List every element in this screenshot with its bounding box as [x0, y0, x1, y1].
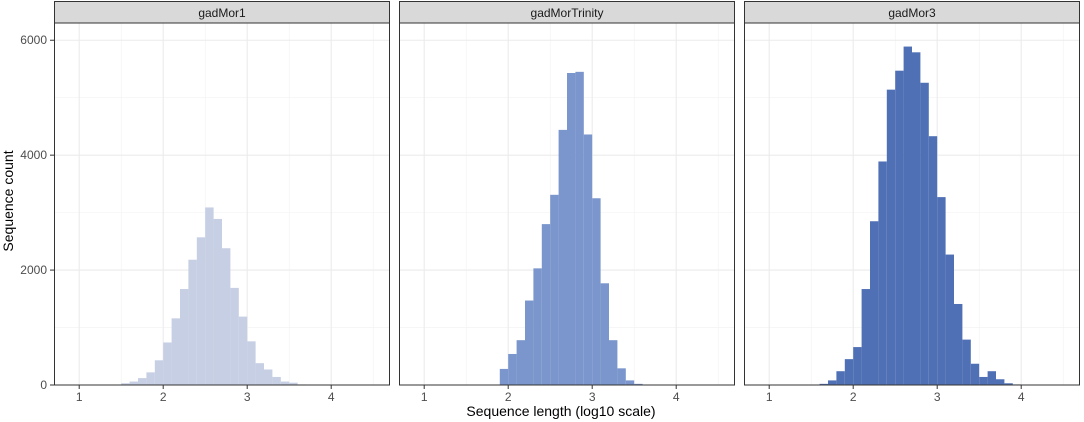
histogram-bar	[230, 287, 239, 385]
x-tick-label: 1	[421, 390, 428, 404]
x-tick-label: 1	[766, 390, 773, 404]
histogram-bar	[222, 248, 231, 385]
histogram-bar	[238, 316, 248, 385]
histogram-bar	[280, 381, 290, 385]
histogram-bar	[550, 194, 559, 385]
histogram-bar	[617, 368, 626, 385]
histogram-bar	[979, 376, 988, 385]
facet-strip	[54, 1, 390, 24]
histogram-bar	[138, 378, 147, 385]
histogram-bar	[920, 82, 929, 385]
x-tick-label: 3	[589, 390, 596, 404]
facet-strip-label: gadMor3	[888, 6, 936, 20]
histogram-bar	[903, 46, 912, 386]
histogram-bar	[937, 197, 946, 385]
histogram-bar	[180, 289, 189, 385]
facet-panels: gadMor1 1 2 3 4 gadMorTrinity 1 2 3 4 gadMor3 1 2 3 4	[54, 1, 1080, 404]
histogram-bar	[272, 376, 281, 385]
histogram-bar	[121, 383, 130, 385]
histogram-bar	[154, 360, 164, 385]
y-axis-title: Sequence count	[0, 150, 16, 251]
histogram-bar	[945, 254, 954, 385]
histogram-bar	[146, 372, 155, 385]
x-tick-label: 4	[673, 390, 680, 404]
histogram-bar	[912, 52, 921, 386]
y-tick-label: 4000	[20, 148, 47, 162]
histogram-bar	[970, 363, 980, 385]
histogram-bar	[609, 340, 618, 385]
histogram-bar	[928, 136, 938, 385]
histogram-bar	[600, 283, 609, 385]
facet-strip	[744, 1, 1080, 24]
histogram-bar	[878, 161, 887, 385]
histogram-bar	[575, 71, 584, 385]
histogram-bar	[289, 382, 298, 385]
x-tick-label: 2	[850, 390, 857, 404]
histogram-bar	[592, 198, 601, 385]
histogram-bar	[895, 70, 904, 385]
histogram-bar	[567, 72, 576, 385]
histogram-bar	[836, 371, 845, 385]
histogram-bar	[247, 341, 256, 385]
histogram-bar	[625, 380, 635, 385]
facet-strip-label: gadMorTrinity	[531, 6, 604, 20]
histogram-bar	[541, 224, 551, 385]
histogram-bar	[264, 369, 273, 385]
x-tick-label: 2	[505, 390, 512, 404]
histogram-bar	[853, 347, 862, 385]
histogram-bar	[163, 342, 172, 385]
x-tick-label: 1	[76, 390, 83, 404]
x-tick-label: 4	[1018, 390, 1025, 404]
x-tick-label: 3	[934, 390, 941, 404]
histogram-bar	[828, 380, 837, 385]
histogram-bar	[188, 259, 197, 385]
y-tick-label: 2000	[20, 263, 47, 277]
histogram-bar	[819, 383, 828, 385]
histogram-bar	[255, 363, 264, 385]
x-tick-label: 2	[160, 390, 167, 404]
histogram-bar	[861, 289, 870, 385]
facet-panel: gadMorTrinity 1 2 3 4	[399, 1, 735, 404]
histogram-bar	[516, 340, 525, 385]
x-tick-label: 3	[244, 390, 251, 404]
histogram-bar	[205, 207, 214, 385]
histogram-bar	[870, 221, 879, 385]
histogram-bar	[583, 134, 593, 385]
histogram-bar	[844, 359, 854, 385]
histogram-bar	[508, 353, 517, 385]
y-tick-label: 0	[40, 378, 47, 392]
histogram-bar	[1004, 383, 1013, 385]
x-axis-title: Sequence length (log10 scale)	[466, 403, 655, 419]
histogram-bar	[533, 268, 542, 385]
histogram-bar	[196, 237, 206, 385]
y-tick-label: 6000	[20, 33, 47, 47]
histogram-bar	[987, 371, 996, 385]
facet-panel: gadMor3 1 2 3 4	[744, 1, 1080, 404]
histogram-bar	[499, 368, 509, 385]
histogram-bar	[634, 383, 643, 385]
facet-panel: gadMor1 1 2 3 4	[54, 1, 390, 404]
histogram-bar	[954, 303, 963, 385]
histogram-bar	[171, 318, 180, 385]
y-axis: 0 2000 4000 6000	[20, 33, 54, 392]
histogram-bar	[129, 381, 138, 385]
x-tick-label: 4	[328, 390, 335, 404]
histogram-bar	[558, 129, 567, 385]
histogram-bar	[886, 89, 896, 386]
histogram-bar	[213, 218, 222, 385]
histogram-bar	[996, 379, 1005, 385]
histogram-bar	[962, 339, 971, 385]
histogram-bar	[525, 300, 534, 385]
facet-strip	[399, 1, 735, 24]
facet-strip-label: gadMor1	[198, 6, 246, 20]
